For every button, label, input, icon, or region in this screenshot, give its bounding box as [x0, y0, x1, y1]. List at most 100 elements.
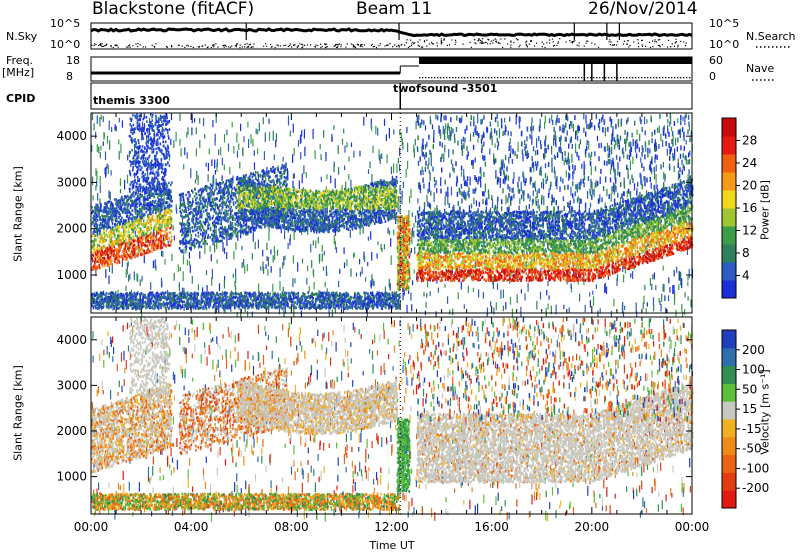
- data-pixel: [461, 282, 462, 290]
- data-pixel: [324, 251, 325, 256]
- data-pixel: [343, 129, 344, 134]
- nsearch-dot: [672, 43, 673, 44]
- data-pixel: [325, 299, 327, 302]
- data-pixel: [312, 305, 314, 308]
- data-pixel: [611, 193, 612, 202]
- data-pixel: [170, 231, 172, 234]
- data-pixel: [136, 274, 137, 282]
- data-pixel: [142, 294, 144, 297]
- nsearch-dot: [236, 45, 237, 46]
- data-pixel: [189, 303, 191, 306]
- data-pixel: [282, 303, 284, 306]
- data-pixel: [288, 243, 289, 249]
- data-pixel: [235, 268, 236, 277]
- nsearch-dot: [455, 40, 456, 41]
- data-pixel: [100, 185, 101, 193]
- data-pixel: [96, 298, 98, 301]
- data-pixel: [134, 272, 135, 281]
- nsearch-dot: [253, 43, 254, 44]
- data-pixel: [395, 306, 397, 309]
- nsearch-dot: [686, 43, 687, 44]
- data-pixel: [331, 305, 333, 308]
- data-pixel: [257, 130, 258, 135]
- data-pixel: [205, 292, 207, 295]
- data-pixel: [285, 299, 287, 302]
- data-pixel: [115, 124, 116, 130]
- nave-dot: [431, 77, 432, 78]
- data-pixel: [212, 292, 214, 295]
- nsearch-dot: [265, 43, 266, 44]
- nsearch-dot: [678, 45, 679, 46]
- nave-dot: [524, 77, 525, 78]
- data-pixel: [213, 176, 214, 184]
- nsearch-dot: [429, 43, 430, 44]
- nave-dot: [440, 77, 441, 78]
- data-pixel: [106, 234, 108, 237]
- data-pixel: [342, 139, 343, 145]
- nsearch-dot: [598, 47, 599, 48]
- data-pixel: [414, 247, 415, 254]
- data-pixel: [212, 120, 213, 127]
- data-pixel: [452, 164, 453, 171]
- nsearch-dot: [205, 45, 206, 46]
- data-pixel: [274, 154, 275, 160]
- data-pixel: [384, 244, 385, 249]
- data-pixel: [199, 251, 200, 259]
- nsearch-dot: [340, 46, 341, 47]
- nsearch-dot: [591, 42, 592, 43]
- data-pixel: [393, 229, 394, 235]
- data-pixel: [245, 305, 247, 308]
- data-pixel: [292, 292, 294, 295]
- data-pixel: [291, 301, 293, 304]
- data-pixel: [418, 182, 419, 188]
- nsearch-dot: [490, 43, 491, 44]
- data-pixel: [340, 303, 342, 306]
- data-pixel: [489, 149, 490, 155]
- data-pixel: [174, 273, 175, 281]
- nsearch-dot: [213, 44, 214, 45]
- data-pixel: [674, 290, 675, 299]
- data-pixel: [152, 295, 154, 298]
- data-pixel: [195, 307, 197, 310]
- data-pixel: [97, 219, 99, 222]
- nsearch-dot: [519, 45, 520, 46]
- data-pixel: [216, 293, 218, 296]
- data-pixel: [157, 247, 159, 250]
- data-pixel: [233, 301, 235, 304]
- nsearch-dot: [326, 44, 327, 45]
- nave-dot: [662, 77, 663, 78]
- nave-dot: [563, 77, 564, 78]
- data-pixel: [160, 307, 162, 310]
- data-pixel: [370, 280, 371, 286]
- data-pixel: [124, 211, 126, 214]
- nsearch-dot: [668, 40, 669, 41]
- data-pixel: [428, 158, 429, 166]
- nave-dot: [554, 77, 555, 78]
- data-pixel: [143, 220, 145, 223]
- data-pixel: [226, 294, 228, 297]
- data-pixel: [97, 144, 98, 152]
- data-pixel: [192, 303, 194, 306]
- data-pixel: [109, 140, 110, 149]
- data-pixel: [406, 305, 407, 313]
- data-pixel: [294, 306, 296, 309]
- data-pixel: [267, 269, 268, 276]
- data-pixel: [338, 281, 339, 287]
- data-pixel: [130, 217, 132, 220]
- nsearch-dot: [100, 45, 101, 46]
- data-pixel: [469, 205, 470, 213]
- nave-dot: [626, 77, 627, 78]
- data-pixel: [235, 292, 237, 295]
- nsearch-dot: [202, 46, 203, 47]
- data-pixel: [261, 294, 263, 297]
- data-pixel: [160, 212, 162, 215]
- data-pixel: [247, 122, 248, 128]
- data-pixel: [500, 290, 501, 299]
- data-pixel: [129, 246, 131, 249]
- data-pixel: [102, 293, 104, 296]
- data-pixel: [413, 231, 414, 238]
- data-pixel: [371, 125, 372, 131]
- data-pixel: [105, 296, 107, 299]
- data-pixel: [109, 121, 110, 131]
- nsearch-dot: [659, 45, 660, 46]
